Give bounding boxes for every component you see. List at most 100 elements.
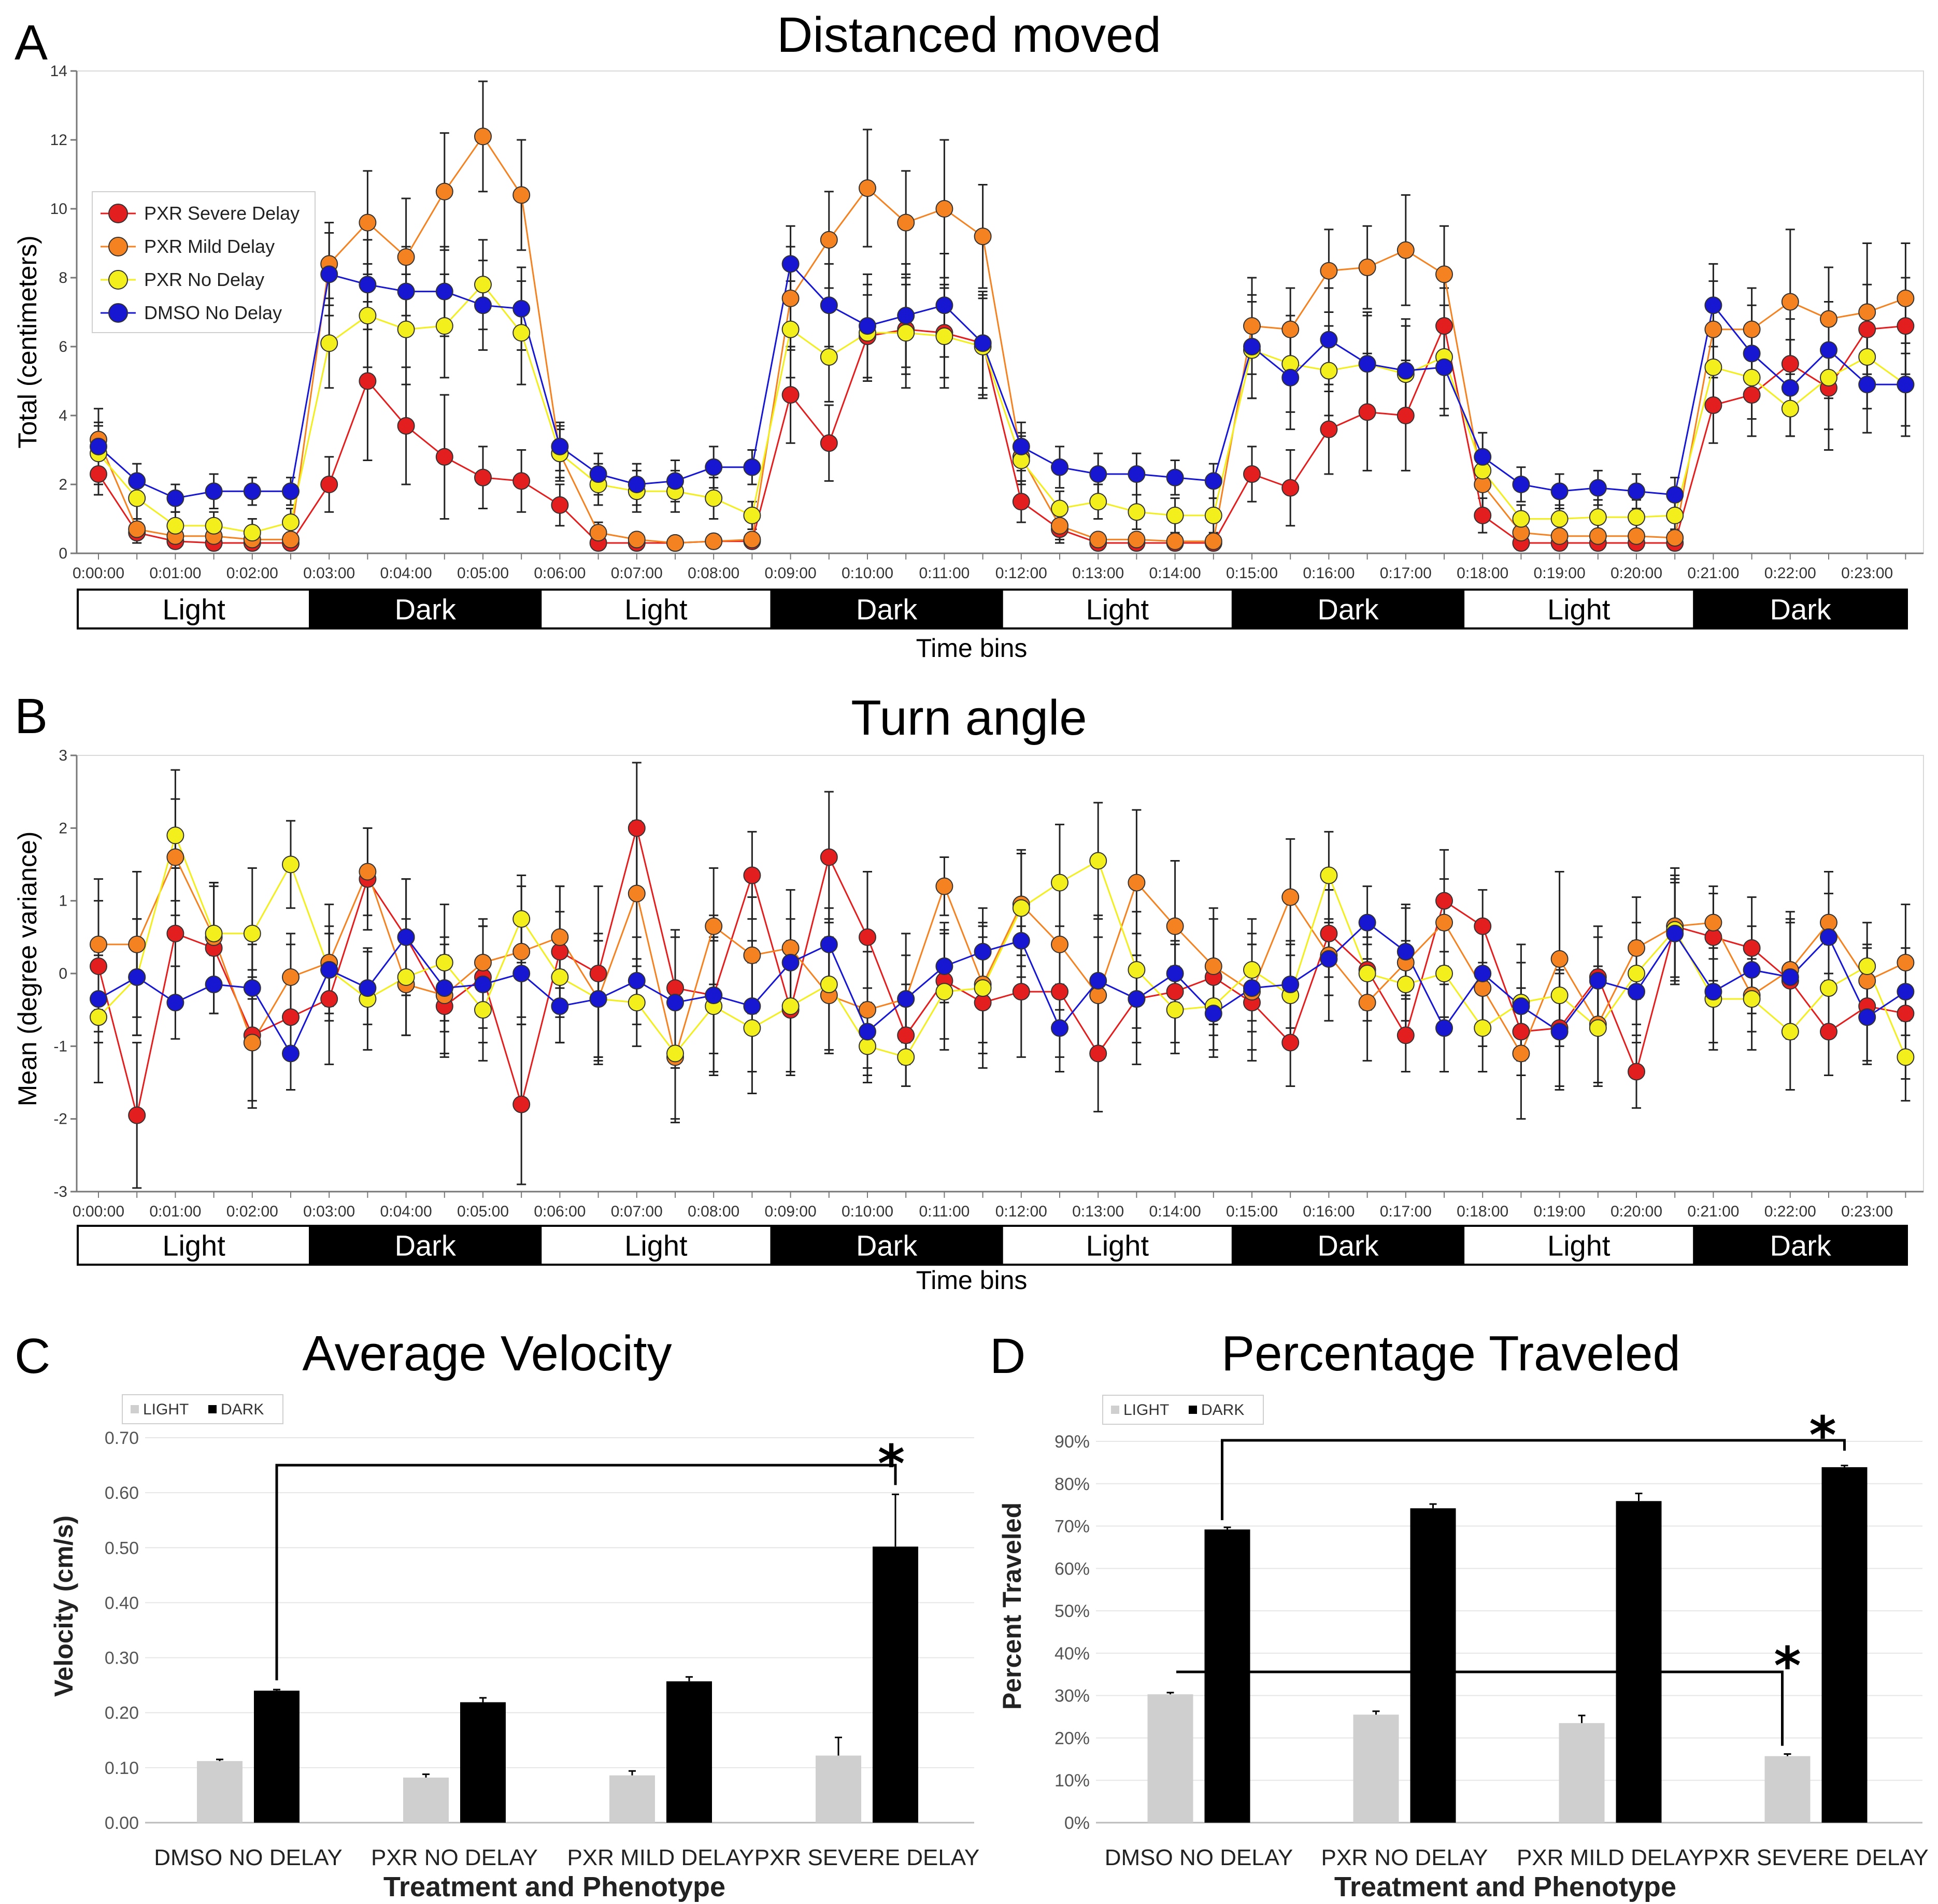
panel-a-x-tick-label: 0:17:00: [1380, 565, 1432, 582]
panel-b-y-tick-label: 3: [59, 747, 67, 764]
panel-d-y-axis-label: Percent Traveled: [998, 1502, 1027, 1710]
panel-b-x-tick-label: 0:02:00: [226, 1203, 278, 1220]
panel-b-point-pxr-severe-delay: [1320, 924, 1338, 942]
panel-a-point-pxr-severe-delay: [781, 386, 800, 404]
panel-a-light-dark-segment: [1462, 589, 1695, 629]
panel-b-point-pxr-mild-delay: [859, 1001, 876, 1019]
panel-a-point-pxr-mild-delay: [397, 248, 415, 266]
panel-c-y-tick-label: 0.70: [105, 1428, 139, 1448]
panel-b-point-pxr-mild-delay: [243, 1034, 261, 1052]
panel-a-point-pxr-no-delay: [397, 320, 415, 338]
panel-a-point-pxr-mild-delay: [743, 531, 761, 549]
panel-b-point-pxr-severe-delay: [1396, 1026, 1415, 1044]
panel-c-bar-light: [403, 1777, 449, 1823]
panel-b-x-tick-label: 0:07:00: [611, 1203, 663, 1220]
panel-a-point-pxr-no-delay: [474, 276, 492, 294]
panel-b-point-pxr-no-delay: [1589, 1019, 1607, 1037]
panel-b-point-pxr-mild-delay: [1512, 1044, 1530, 1063]
panel-b-point-pxr-mild-delay: [551, 928, 569, 946]
panel-b-point-pxr-no-delay: [974, 979, 992, 997]
panel-c-bar-dark: [666, 1681, 712, 1823]
panel-c-title: Average Velocity: [302, 1326, 672, 1381]
panel-b-point-pxr-no-delay: [1820, 979, 1837, 997]
panel-a-point-pxr-mild-delay: [359, 213, 377, 232]
panel-b-point-pxr-mild-delay: [474, 953, 492, 971]
panel-b-x-tick-label: 0:10:00: [842, 1203, 893, 1220]
panel-a-point-pxr-mild-delay: [1666, 529, 1684, 547]
panel-b-point-pxr-no-delay: [1435, 965, 1453, 982]
panel-b-point-pxr-severe-delay: [589, 965, 607, 982]
panel-b-point-pxr-no-delay: [666, 1044, 684, 1063]
panel-a-point-dmso-no-delay: [1435, 358, 1453, 376]
panel-b-point-dmso-no-delay: [589, 990, 607, 1008]
panel-b-point-dmso-no-delay: [1243, 979, 1261, 997]
panel-a-light-dark-segment: [539, 589, 773, 629]
panel-b-point-dmso-no-delay: [1281, 976, 1300, 994]
panel-c-category-label: PXR NO DELAY: [371, 1845, 538, 1870]
panel-a-point-dmso-no-delay: [90, 437, 107, 455]
panel-a-point-pxr-severe-delay: [1012, 493, 1030, 511]
panel-a-point-pxr-mild-delay: [474, 127, 492, 146]
panel-b-point-pxr-mild-delay: [705, 917, 723, 935]
panel-a-point-pxr-severe-delay: [435, 448, 453, 466]
panel-a-point-pxr-no-delay: [1820, 368, 1837, 386]
panel-d-y-tick-label: 20%: [1054, 1728, 1090, 1748]
panel-b-point-dmso-no-delay: [666, 994, 684, 1012]
panel-a-point-pxr-severe-delay: [1358, 403, 1376, 421]
panel-a-x-tick-label: 0:16:00: [1303, 565, 1355, 582]
panel-b-point-dmso-no-delay: [935, 957, 953, 975]
panel-a-legend-label: PXR Severe Delay: [144, 203, 300, 224]
panel-b-point-pxr-no-delay: [90, 1008, 107, 1026]
panel-c-legend-label: DARK: [221, 1401, 264, 1418]
panel-b-point-pxr-no-delay: [1781, 1023, 1799, 1041]
panel-b-point-dmso-no-delay: [781, 953, 800, 971]
panel-a-point-pxr-severe-delay: [1897, 317, 1915, 335]
panel-b-point-pxr-severe-delay: [166, 924, 184, 942]
panel-b-point-pxr-mild-delay: [90, 935, 107, 953]
panel-b-x-tick-label: 0:05:00: [457, 1203, 509, 1220]
panel-a-y-tick-label: 6: [59, 338, 67, 355]
panel-a-point-pxr-severe-delay: [1474, 506, 1492, 524]
panel-b-point-pxr-mild-delay: [166, 848, 184, 866]
panel-letter-a: A: [15, 15, 48, 70]
panel-a-x-tick-label: 0:18:00: [1457, 565, 1508, 582]
panel-a-light-dark-label: Dark: [1770, 593, 1832, 626]
panel-b-point-pxr-no-delay: [1628, 965, 1645, 982]
panel-a-point-dmso-no-delay: [897, 307, 915, 325]
panel-d-bar-light: [1147, 1694, 1193, 1823]
panel-a-legend-label: PXR No Delay: [144, 269, 264, 290]
panel-d-bar-light: [1764, 1756, 1811, 1823]
panel-a-point-dmso-no-delay: [781, 255, 800, 273]
panel-b-x-tick-label: 0:06:00: [534, 1203, 586, 1220]
panel-a-legend-marker: [108, 303, 128, 323]
panel-a-point-dmso-no-delay: [512, 299, 531, 318]
panel-b-x-tick-label: 0:00:00: [73, 1203, 124, 1220]
panel-b-point-pxr-severe-delay: [282, 1008, 300, 1026]
panel-a-point-pxr-mild-delay: [1204, 532, 1222, 550]
panel-a-point-pxr-no-delay: [781, 320, 800, 338]
panel-d-y-tick-label: 60%: [1054, 1559, 1090, 1579]
panel-a-point-pxr-no-delay: [897, 324, 915, 342]
panel-b-point-pxr-no-delay: [1858, 957, 1876, 975]
panel-a-point-pxr-mild-delay: [897, 213, 915, 232]
panel-a-light-dark-label: Dark: [1317, 593, 1379, 626]
panel-a-point-pxr-mild-delay: [589, 524, 607, 542]
panel-b-point-pxr-mild-delay: [628, 884, 646, 903]
panel-a-point-pxr-no-delay: [282, 513, 300, 532]
panel-d-category-label: PXR SEVERE DELAY: [1703, 1845, 1928, 1870]
panel-b-x-tick-label: 0:23:00: [1841, 1203, 1893, 1220]
panel-c-x-axis-label: Treatment and Phenotype: [383, 1871, 725, 1902]
panel-b-point-pxr-mild-delay: [1051, 935, 1068, 953]
panel-b-point-dmso-no-delay: [1204, 1005, 1222, 1023]
panel-b-point-pxr-severe-delay: [820, 848, 838, 866]
panel-a-legend-marker: [108, 204, 128, 223]
panel-d-y-tick-label: 40%: [1054, 1644, 1090, 1664]
panel-b-light-dark-label: Light: [624, 1229, 688, 1262]
panel-c-y-tick-label: 0.00: [105, 1813, 139, 1833]
panel-a-point-pxr-no-delay: [359, 307, 377, 325]
panel-c-category-label: DMSO NO DELAY: [154, 1845, 342, 1870]
panel-a-point-pxr-mild-delay: [512, 186, 531, 204]
panel-b-point-dmso-no-delay: [1512, 997, 1530, 1015]
panel-b-point-pxr-mild-delay: [1550, 950, 1569, 968]
panel-a-x-tick-label: 0:21:00: [1687, 565, 1739, 582]
